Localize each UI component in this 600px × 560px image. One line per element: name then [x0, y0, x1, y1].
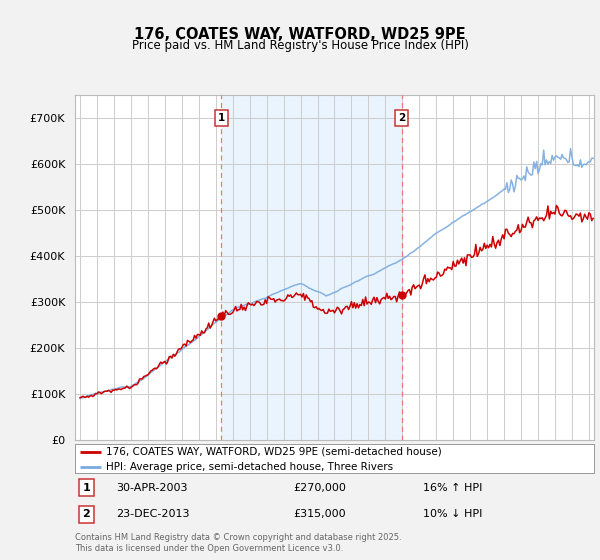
- Text: 1: 1: [83, 483, 90, 493]
- Text: 1: 1: [218, 113, 225, 123]
- Bar: [221, 95, 402, 440]
- Text: 2: 2: [83, 509, 90, 519]
- Text: £315,000: £315,000: [293, 509, 346, 519]
- Text: 30-APR-2003: 30-APR-2003: [116, 483, 188, 493]
- Text: 23-DEC-2013: 23-DEC-2013: [116, 509, 190, 519]
- Text: 10% ↓ HPI: 10% ↓ HPI: [423, 509, 482, 519]
- Text: Contains HM Land Registry data © Crown copyright and database right 2025.
This d: Contains HM Land Registry data © Crown c…: [75, 533, 401, 553]
- Text: 16% ↑ HPI: 16% ↑ HPI: [423, 483, 482, 493]
- Text: 2: 2: [398, 113, 406, 123]
- Text: £270,000: £270,000: [293, 483, 346, 493]
- Text: Price paid vs. HM Land Registry's House Price Index (HPI): Price paid vs. HM Land Registry's House …: [131, 39, 469, 52]
- Text: 176, COATES WAY, WATFORD, WD25 9PE: 176, COATES WAY, WATFORD, WD25 9PE: [134, 27, 466, 42]
- Text: 176, COATES WAY, WATFORD, WD25 9PE (semi-detached house): 176, COATES WAY, WATFORD, WD25 9PE (semi…: [106, 447, 442, 457]
- Text: HPI: Average price, semi-detached house, Three Rivers: HPI: Average price, semi-detached house,…: [106, 462, 393, 472]
